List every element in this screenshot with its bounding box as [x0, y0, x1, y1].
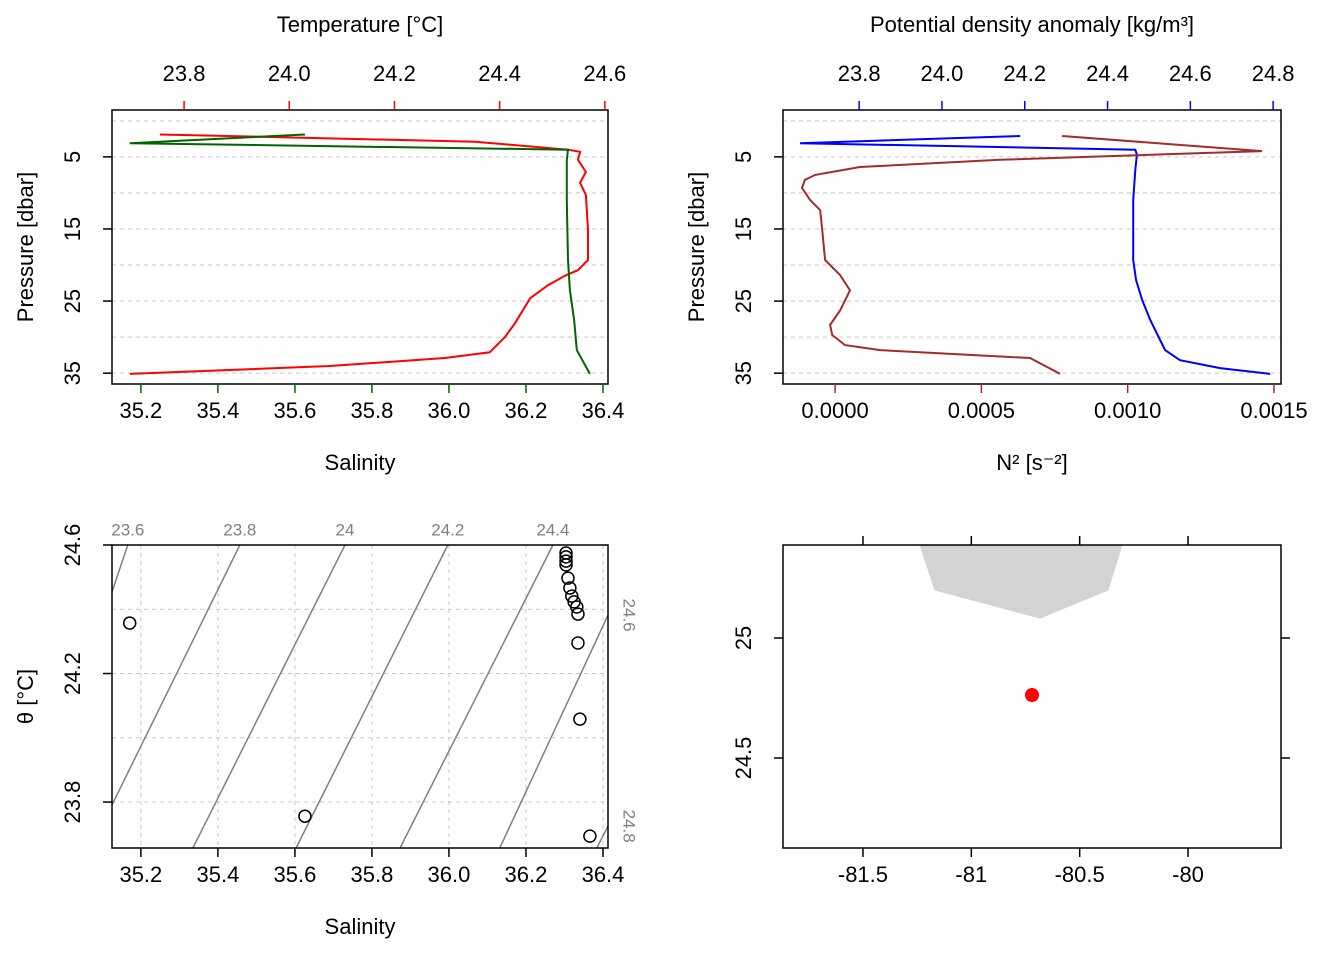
x-tick-label: 36.2 — [505, 398, 548, 423]
y-tick-label: 24.6 — [60, 524, 85, 567]
ts-point — [559, 558, 573, 572]
ts-point — [122, 616, 137, 630]
x-tick-label: 35.8 — [351, 862, 394, 887]
x-tick-label: 35.4 — [196, 862, 239, 887]
y-tick-label: 24.2 — [60, 652, 85, 695]
profile-line — [799, 135, 1271, 375]
x-tick-label: 36.2 — [505, 862, 548, 887]
isopycnal-label: 24.8 — [620, 810, 639, 843]
x-tick-label: -81 — [955, 862, 987, 887]
x-tick-label: 36.4 — [582, 398, 625, 423]
ts-point — [583, 829, 597, 843]
y-tick-label: 35 — [60, 361, 85, 385]
ts-point — [565, 589, 579, 603]
x2-tick-label: 24.6 — [1169, 61, 1212, 86]
x2-tick-label: 23.8 — [838, 61, 881, 86]
x2-axis-label: Temperature [°C] — [277, 12, 444, 37]
isopycnal — [596, 825, 609, 849]
x-axis-label: Salinity — [325, 914, 396, 939]
ts-point — [571, 636, 585, 650]
x-tick-label: 35.2 — [119, 398, 162, 423]
y-tick-label: 5 — [731, 151, 756, 163]
x-axis-label: N² [s⁻²] — [996, 450, 1068, 475]
y-axis-label: Pressure [dbar] — [13, 172, 38, 322]
x2-tick-label: 24.2 — [1003, 61, 1046, 86]
plot-box — [111, 544, 609, 849]
y-tick-label: 25 — [731, 289, 756, 313]
x-tick-label: 36.0 — [428, 862, 471, 887]
isopycnal-label: 24.4 — [536, 520, 569, 539]
x-tick-label: 35.8 — [351, 398, 394, 423]
ts-point — [570, 600, 584, 614]
y-tick-label: 15 — [60, 217, 85, 241]
x2-tick-label: 23.8 — [163, 61, 206, 86]
ts-point — [571, 607, 585, 621]
x2-tick-label: 24.4 — [478, 61, 521, 86]
x-tick-label: -80 — [1172, 862, 1204, 887]
isopycnal-label: 23.8 — [223, 520, 256, 539]
isopycnal-label: 24.2 — [431, 520, 464, 539]
station — [1025, 688, 1039, 702]
x-tick-label: 0.0015 — [1240, 398, 1307, 423]
isopycnal — [192, 544, 346, 849]
x2-tick-label: 24.4 — [1086, 61, 1129, 86]
profile-line — [129, 133, 591, 375]
ts-point — [563, 581, 577, 595]
ts-point — [561, 571, 575, 585]
x-tick-label: 35.2 — [119, 862, 162, 887]
isopycnal-label: 24 — [336, 520, 355, 539]
x-tick-label: 35.4 — [196, 398, 239, 423]
y-tick-label: 35 — [731, 361, 756, 385]
isopycnal-label: 23.6 — [111, 520, 144, 539]
isopycnal — [295, 544, 449, 849]
x-tick-label: 36.4 — [582, 862, 625, 887]
x2-tick-label: 24.8 — [1252, 61, 1295, 86]
plot-box — [782, 109, 1282, 385]
x-tick-label: 36.0 — [428, 398, 471, 423]
y-axis-label: Pressure [dbar] — [684, 172, 709, 322]
ts-point — [559, 554, 573, 568]
x2-tick-label: 24.0 — [921, 61, 964, 86]
x2-tick-label: 24.6 — [583, 61, 626, 86]
y-tick-label: 24.5 — [731, 737, 756, 780]
x-tick-label: 0.0000 — [801, 398, 868, 423]
x-tick-label: -81.5 — [838, 862, 888, 887]
y-tick-label: 5 — [60, 151, 85, 163]
isopycnal — [399, 544, 554, 849]
y-tick-label: 15 — [731, 217, 756, 241]
profile-line — [129, 133, 589, 375]
x-tick-label: 0.0010 — [1094, 398, 1161, 423]
isopycnal — [499, 614, 609, 849]
x-tick-label: 35.6 — [274, 398, 317, 423]
x2-axis-label: Potential density anomaly [kg/m³] — [870, 12, 1194, 37]
isopycnal-label: 24.6 — [620, 598, 639, 631]
x-tick-label: 35.6 — [274, 862, 317, 887]
x2-tick-label: 24.0 — [268, 61, 311, 86]
x2-tick-label: 24.2 — [373, 61, 416, 86]
ts-point — [573, 712, 587, 726]
plot-box — [111, 109, 609, 385]
plot-box — [782, 544, 1282, 849]
x-axis-label: Salinity — [325, 450, 396, 475]
land — [919, 544, 1123, 619]
x-tick-label: 0.0005 — [948, 398, 1015, 423]
y-tick-label: 25 — [60, 289, 85, 313]
y-tick-label: 23.8 — [60, 781, 85, 824]
isopycnal — [111, 544, 129, 593]
profile-line — [800, 135, 1263, 375]
ts-point — [559, 550, 573, 564]
ts-point — [298, 809, 312, 823]
y-axis-label: θ [°C] — [13, 669, 38, 724]
x-tick-label: -80.5 — [1055, 862, 1105, 887]
isopycnal — [111, 544, 241, 806]
y-tick-label: 25 — [731, 626, 756, 650]
